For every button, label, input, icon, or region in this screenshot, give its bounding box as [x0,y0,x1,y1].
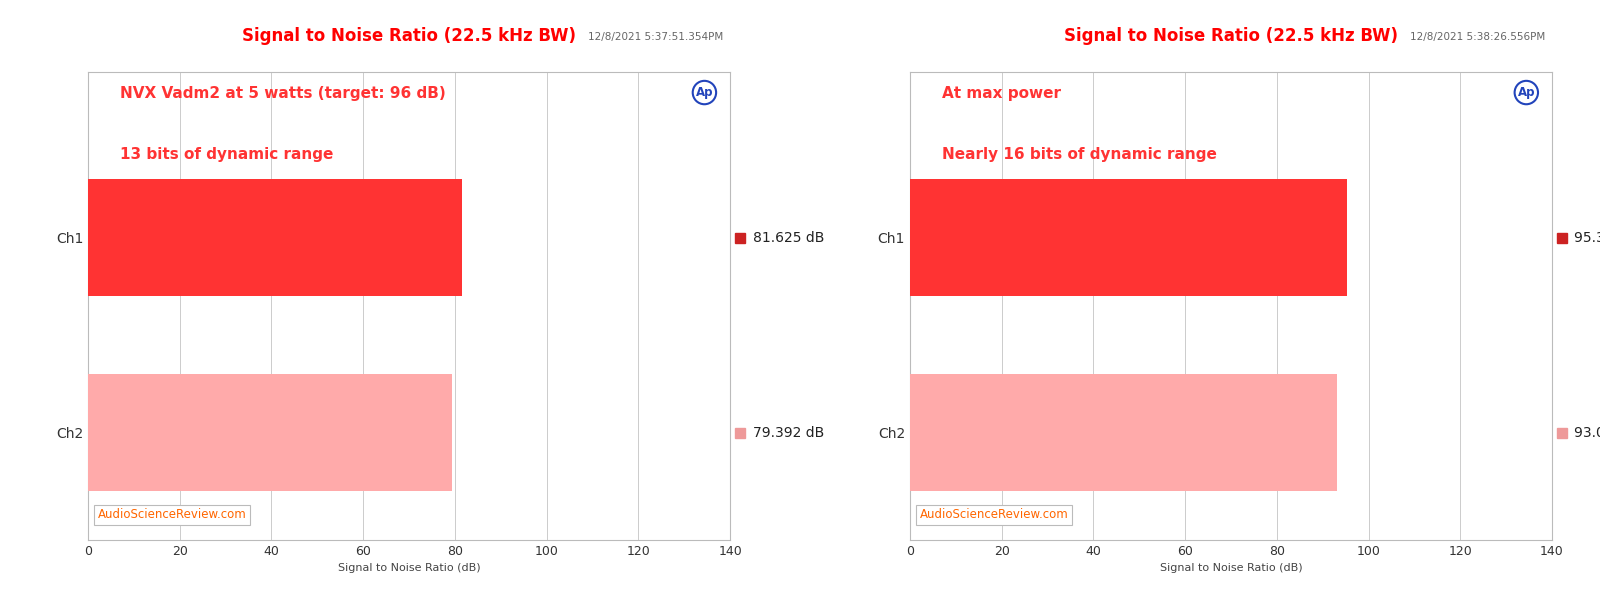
Title: Signal to Noise Ratio (22.5 kHz BW): Signal to Noise Ratio (22.5 kHz BW) [242,28,576,46]
Text: 79.392 dB: 79.392 dB [752,426,824,440]
Text: NVX Vadm2 at 5 watts (target: 96 dB): NVX Vadm2 at 5 watts (target: 96 dB) [120,86,446,101]
Text: 93.050 dB: 93.050 dB [1574,426,1600,440]
Bar [88,179,462,296]
Text: 12/8/2021 5:38:26.556PM: 12/8/2021 5:38:26.556PM [1410,32,1546,41]
Title: Signal to Noise Ratio (22.5 kHz BW): Signal to Noise Ratio (22.5 kHz BW) [1064,28,1398,46]
Text: 81.625 dB: 81.625 dB [752,231,824,245]
Text: 12/8/2021 5:37:51.354PM: 12/8/2021 5:37:51.354PM [589,32,723,41]
Bar [910,179,1347,296]
Text: AudioScienceReview.com: AudioScienceReview.com [920,508,1069,521]
Text: At max power: At max power [942,86,1061,101]
X-axis label: Signal to Noise Ratio (dB): Signal to Noise Ratio (dB) [338,563,480,574]
Bar [88,374,453,491]
Text: 95.361 dB: 95.361 dB [1574,231,1600,245]
X-axis label: Signal to Noise Ratio (dB): Signal to Noise Ratio (dB) [1160,563,1302,574]
Text: Ap: Ap [696,86,714,99]
Text: AudioScienceReview.com: AudioScienceReview.com [98,508,246,521]
Text: 13 bits of dynamic range: 13 bits of dynamic range [120,147,333,162]
Bar [910,374,1336,491]
Text: Ap: Ap [1517,86,1534,99]
Text: Nearly 16 bits of dynamic range: Nearly 16 bits of dynamic range [942,147,1218,162]
